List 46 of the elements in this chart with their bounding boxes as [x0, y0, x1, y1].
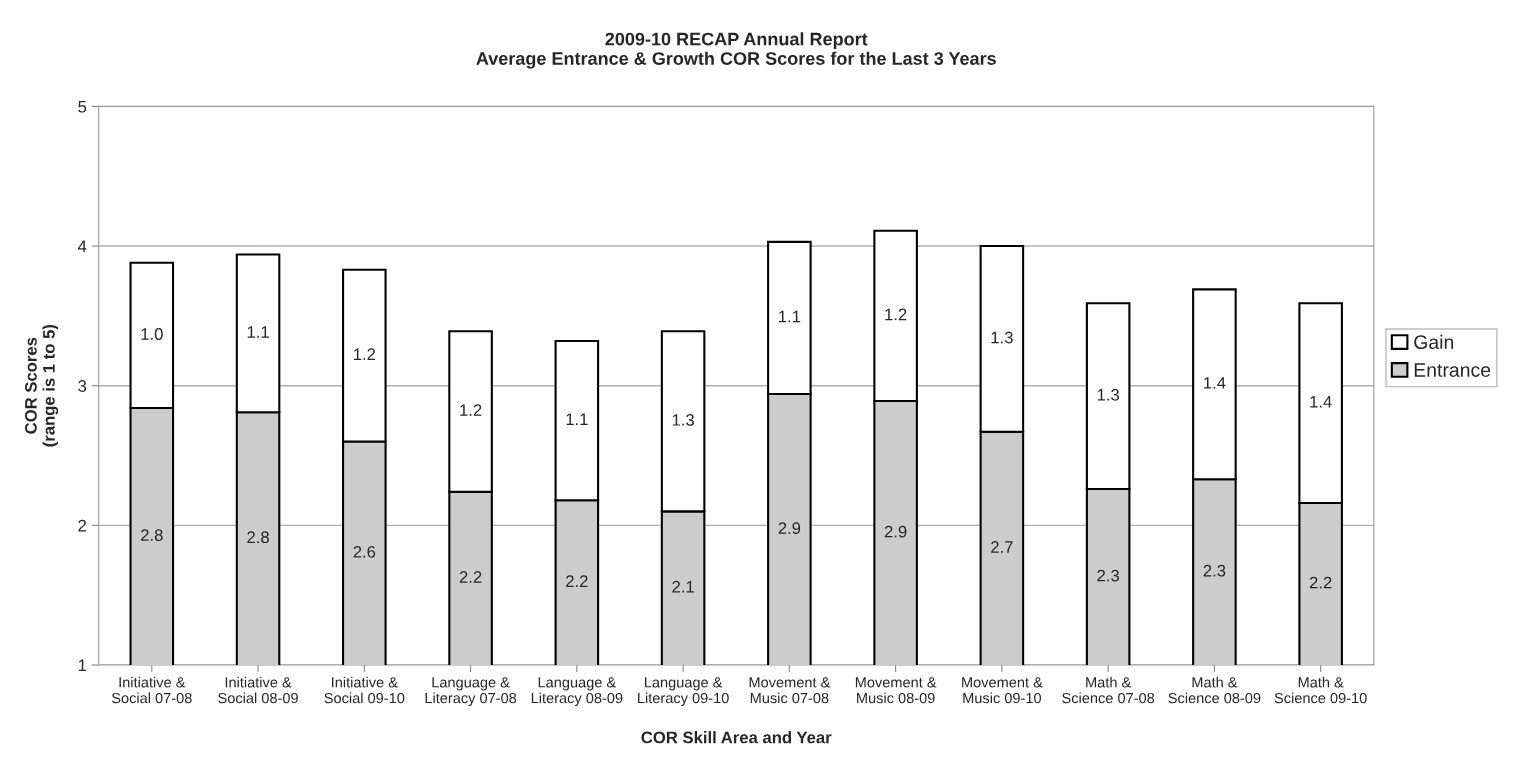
x-tick-label: Language & Literacy 07-08 — [425, 677, 517, 707]
x-axis-title: COR Skill Area and Year — [641, 731, 832, 744]
data-label: 1.2 — [354, 348, 376, 360]
y-axis-title: COR Scores (range is 1 to 5) — [25, 324, 59, 447]
y-tick-label: 3 — [78, 380, 87, 392]
x-tick-label: Language & Literacy 08-09 — [531, 677, 623, 707]
data-label: 2.2 — [566, 575, 588, 587]
data-label: 2.8 — [247, 531, 269, 544]
legend-label: Entrance — [1414, 363, 1491, 377]
data-label: 1.4 — [1310, 396, 1332, 408]
x-tick-label: Movement & Music 09-10 — [962, 677, 1043, 704]
x-tick-label: Movement & Music 08-09 — [855, 677, 937, 704]
data-label: 2.7 — [991, 541, 1013, 553]
data-label: 2.8 — [141, 529, 163, 541]
y-tick-label: 1 — [78, 659, 87, 672]
data-label: 2.3 — [1097, 569, 1119, 582]
data-label: 1.1 — [779, 310, 801, 323]
chart-title: 2009-10 RECAP Annual Report Average Entrance & Growth COR Scores for the Last 3 Years — [476, 32, 996, 69]
data-label: 2.1 — [672, 580, 694, 593]
legend-label: Gain — [1414, 334, 1454, 350]
data-label: 1.3 — [672, 413, 694, 426]
data-label: 1.3 — [1097, 388, 1119, 401]
data-label: 1.2 — [460, 404, 482, 416]
data-label: 2.9 — [778, 522, 801, 535]
x-tick-label: Math & Science 09-10 — [1274, 676, 1367, 704]
data-label: 2.2 — [459, 571, 482, 583]
y-tick-label: 5 — [78, 100, 87, 113]
data-label: 2.6 — [353, 545, 376, 558]
data-label: 2.3 — [1203, 564, 1226, 577]
data-label: 2.9 — [884, 525, 907, 538]
x-tick-label: Math & Science 08-09 — [1168, 676, 1261, 704]
data-label: 1.4 — [1204, 377, 1226, 389]
x-tick-label: Initiative & Social 07-08 — [111, 676, 192, 704]
x-tick-label: Math & Science 07-08 — [1062, 676, 1155, 704]
data-label: 1.2 — [885, 308, 907, 321]
x-tick-label: Language & Literacy 09-10 — [638, 677, 729, 707]
x-tick-label: Initiative & Social 08-09 — [218, 676, 298, 704]
x-tick-label: Initiative & Social 09-10 — [324, 676, 405, 704]
data-label: 1.1 — [566, 413, 588, 425]
data-label: 1.1 — [247, 326, 269, 338]
data-label: 1.0 — [141, 328, 163, 340]
data-label: 1.3 — [991, 331, 1013, 344]
x-tick-label: Movement & Music 07-08 — [749, 677, 831, 704]
data-label: 2.2 — [1309, 576, 1332, 589]
y-tick-label: 4 — [77, 240, 87, 253]
y-tick-label: 2 — [78, 519, 87, 532]
